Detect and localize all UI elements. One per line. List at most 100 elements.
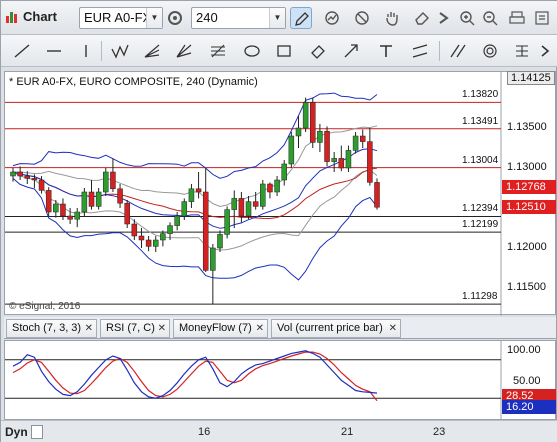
vertical-line-tool-icon[interactable] bbox=[73, 40, 99, 62]
parallel-lines-tool-icon[interactable] bbox=[445, 40, 471, 62]
cycle-tool-icon[interactable] bbox=[477, 40, 503, 62]
close-icon[interactable]: ✕ bbox=[157, 323, 166, 334]
chain-link-icon[interactable] bbox=[164, 7, 186, 29]
tab-rsi[interactable]: RSI (7, C) ✕ bbox=[100, 319, 170, 338]
scroll-right-icon[interactable] bbox=[433, 7, 455, 29]
chevron-down-icon[interactable]: ▼ bbox=[269, 8, 285, 28]
candle-body bbox=[24, 175, 31, 179]
interval-value: 240 bbox=[196, 10, 218, 25]
candle-body bbox=[103, 171, 109, 193]
close-icon[interactable]: ✕ bbox=[388, 323, 397, 334]
close-icon[interactable]: ✕ bbox=[255, 323, 264, 334]
date-scroll-icon[interactable] bbox=[31, 425, 43, 439]
tab-label: RSI (7, C) bbox=[106, 322, 155, 334]
candle-body bbox=[81, 191, 88, 213]
stochastic-panel[interactable]: 100.00 50.00 28.52 16.20 bbox=[4, 340, 557, 421]
hand-pan-icon[interactable] bbox=[381, 7, 403, 29]
close-icon[interactable]: ✕ bbox=[84, 323, 93, 334]
grid-tool-icon[interactable] bbox=[509, 40, 535, 62]
candle-body bbox=[38, 179, 45, 191]
basis-line bbox=[12, 148, 378, 229]
price-chart-canvas[interactable] bbox=[5, 72, 557, 316]
cursor-mode-icon[interactable] bbox=[351, 7, 373, 29]
candle-body bbox=[274, 179, 280, 193]
candle-body bbox=[188, 188, 195, 202]
candle-body bbox=[310, 102, 316, 143]
candle-body bbox=[302, 102, 309, 129]
candle-body bbox=[181, 201, 188, 217]
toolbar-divider bbox=[439, 41, 440, 61]
price-axis-label: 1.12000 bbox=[507, 241, 547, 253]
print-icon[interactable] bbox=[506, 7, 528, 29]
pencil-icon[interactable] bbox=[290, 7, 312, 29]
candle-body bbox=[324, 130, 330, 162]
candle-body bbox=[281, 163, 287, 181]
symbol-input[interactable]: EUR A0-FX ▼ bbox=[79, 7, 163, 29]
settings-icon[interactable] bbox=[531, 7, 553, 29]
candle-body bbox=[31, 178, 38, 181]
candle-body bbox=[160, 233, 166, 241]
level-label: 1.11298 bbox=[461, 291, 499, 303]
candle-body bbox=[174, 215, 180, 226]
osc-axis-label: 50.00 bbox=[513, 375, 541, 387]
chevron-down-icon[interactable]: ▼ bbox=[146, 8, 162, 28]
date-axis[interactable]: Dyn 16 21 23 bbox=[1, 420, 557, 442]
fibonacci-tool-icon[interactable] bbox=[205, 40, 231, 62]
candle-body bbox=[367, 141, 373, 183]
copyright-watermark: © eSignal, 2016 bbox=[9, 301, 81, 312]
price-chart[interactable]: * EUR A0-FX, EURO COMPOSITE, 240 (Dynami… bbox=[4, 71, 557, 316]
candle-body bbox=[131, 223, 138, 237]
candle-body bbox=[10, 171, 16, 177]
text-tool-icon[interactable] bbox=[373, 40, 399, 62]
candle-body bbox=[138, 235, 145, 241]
rectangle-tool-icon[interactable] bbox=[271, 40, 297, 62]
link-cursor-icon[interactable] bbox=[321, 7, 343, 29]
fan-lines-tool-icon[interactable] bbox=[139, 40, 165, 62]
ellipse-tool-icon[interactable] bbox=[239, 40, 265, 62]
candle-body bbox=[345, 150, 352, 169]
eraser-icon[interactable] bbox=[411, 7, 433, 29]
trendline-tool-icon[interactable] bbox=[9, 40, 35, 62]
upper-band bbox=[12, 92, 378, 179]
candle-body bbox=[145, 239, 152, 247]
title-bar: Chart EUR A0-FX ▼ 240 ▼ bbox=[1, 1, 557, 35]
candle-body bbox=[317, 130, 323, 143]
more-tools-icon[interactable] bbox=[533, 40, 557, 62]
zoom-out-icon[interactable] bbox=[479, 7, 501, 29]
candle-body bbox=[374, 182, 380, 208]
symbol-value: EUR A0-FX bbox=[84, 10, 152, 25]
candle-body bbox=[67, 215, 73, 220]
tab-moneyflow[interactable]: MoneyFlow (7) ✕ bbox=[173, 319, 268, 338]
toolbar-divider bbox=[101, 41, 102, 61]
elliott-wave-tool-icon[interactable] bbox=[107, 40, 133, 62]
level-label: 1.13491 bbox=[461, 115, 500, 127]
gann-fan-tool-icon[interactable] bbox=[171, 40, 197, 62]
interval-input[interactable]: 240 ▼ bbox=[191, 7, 286, 29]
horizontal-line-tool-icon[interactable] bbox=[41, 40, 67, 62]
candle-body bbox=[267, 183, 273, 193]
tab-label: MoneyFlow (7) bbox=[179, 322, 252, 334]
stochastic-canvas[interactable] bbox=[5, 341, 557, 421]
candle-body bbox=[110, 171, 116, 190]
dynamic-mode-label[interactable]: Dyn bbox=[5, 425, 28, 439]
candle-body bbox=[60, 203, 66, 217]
candle-body bbox=[260, 183, 266, 207]
tab-stoch[interactable]: Stoch (7, 3, 3) ✕ bbox=[6, 319, 97, 338]
level-label: 1.12394 bbox=[461, 203, 500, 215]
candle-body bbox=[53, 203, 59, 213]
level-label: 1.12199 bbox=[461, 219, 500, 231]
candle-body bbox=[17, 171, 23, 177]
tab-label: Vol (current price bar) bbox=[277, 322, 383, 334]
last-price-tag: 1.12768 bbox=[502, 179, 556, 194]
candle-body bbox=[152, 239, 159, 247]
inner-lower-band bbox=[12, 169, 378, 251]
candle-body bbox=[338, 158, 345, 169]
candle-body bbox=[117, 188, 123, 204]
date-label: 21 bbox=[341, 426, 354, 438]
zoom-in-icon[interactable] bbox=[456, 7, 478, 29]
channel-tool-icon[interactable] bbox=[407, 40, 433, 62]
highlighter-tool-icon[interactable] bbox=[305, 40, 331, 62]
arrow-tool-icon[interactable] bbox=[339, 40, 365, 62]
stoch-k-line bbox=[12, 350, 378, 399]
tab-volume[interactable]: Vol (current price bar) ✕ bbox=[271, 319, 401, 338]
